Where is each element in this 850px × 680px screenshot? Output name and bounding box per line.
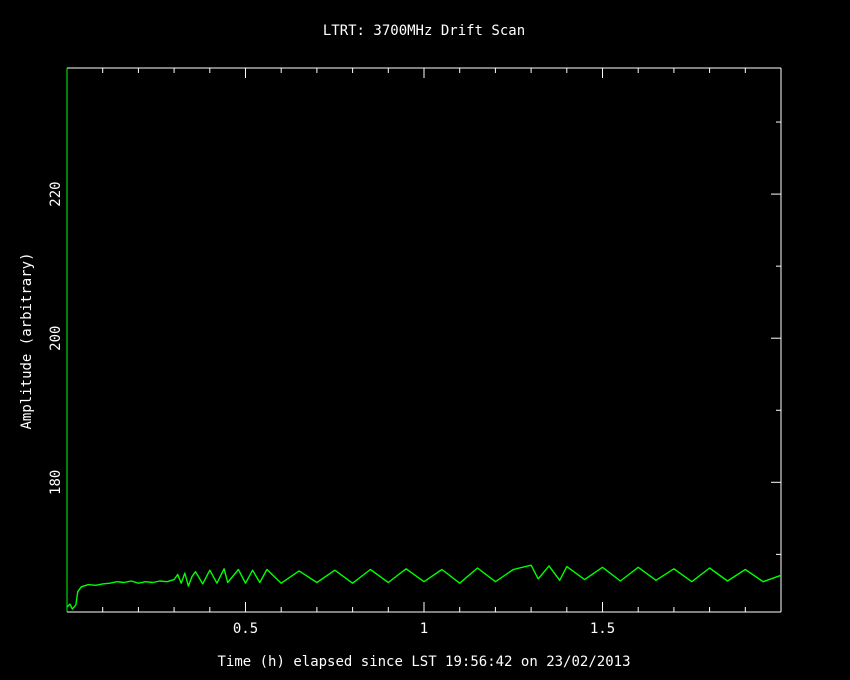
x-tick-label: 1.5	[590, 621, 615, 637]
y-tick-label: 180	[48, 470, 64, 495]
y-tick-label: 200	[48, 326, 64, 351]
series-group	[66, 564, 782, 610]
chart-title: LTRT: 3700MHz Drift Scan	[323, 23, 525, 39]
y-tick-label: 220	[48, 181, 64, 206]
series-line	[66, 564, 782, 610]
x-tick-label: 0.5	[233, 621, 258, 637]
y-axis-label: Amplitude (arbitrary)	[19, 252, 35, 429]
x-tick-label: 1	[420, 621, 428, 637]
plot-frame	[66, 67, 782, 613]
tick-labels: 0.5 1 1.5 180 200 220	[48, 181, 615, 637]
x-axis-label: Time (h) elapsed since LST 19:56:42 on 2…	[217, 654, 630, 670]
axis-ticks	[102, 68, 781, 612]
